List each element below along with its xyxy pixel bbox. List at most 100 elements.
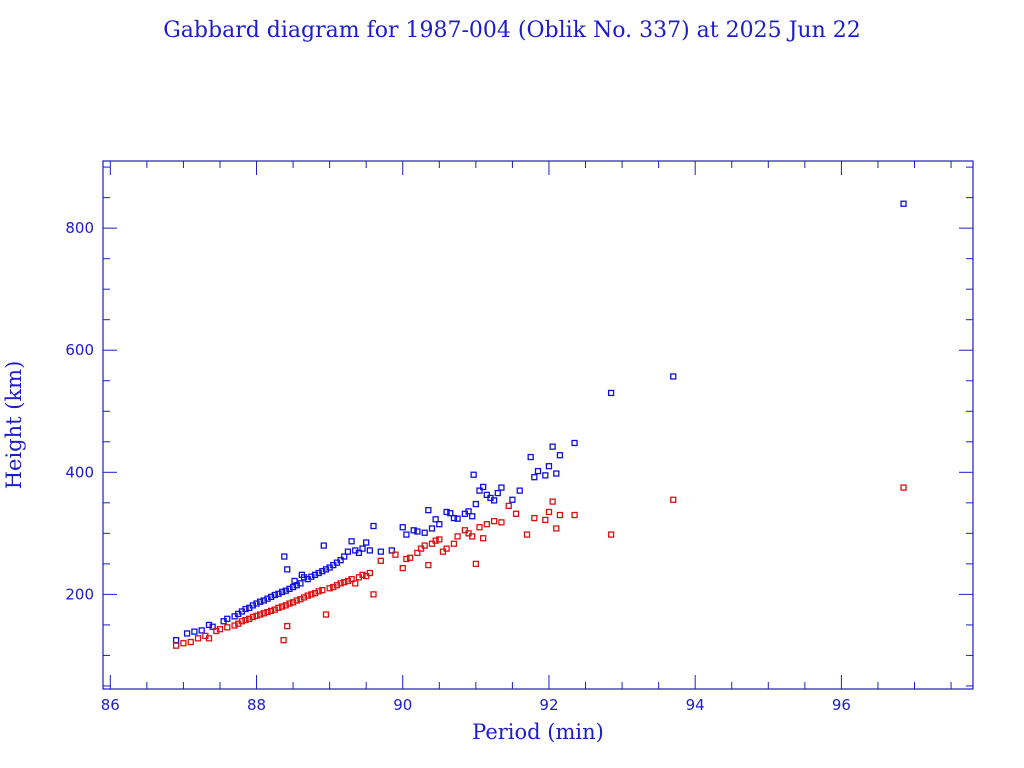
perigee-point: [289, 599, 297, 606]
apogee-point: [553, 470, 560, 477]
perigee-point: [213, 627, 220, 635]
perigee-point: [670, 496, 677, 503]
perigee-point: [319, 586, 326, 594]
axis-ticks: [103, 161, 973, 689]
apogee-point: [284, 566, 291, 573]
series-perigee: [172, 484, 907, 649]
apogee-point: [319, 568, 326, 575]
apogee-point: [359, 545, 366, 552]
apogee-point: [410, 527, 417, 534]
perigee-point: [172, 642, 180, 649]
perigee-point: [264, 608, 271, 616]
perigee-point: [472, 560, 480, 568]
apogee-point: [281, 553, 288, 560]
apogee-point: [344, 548, 352, 555]
apogee-point: [490, 497, 498, 504]
apogee-point: [476, 487, 483, 494]
perigee-point: [366, 569, 374, 577]
perigee-point: [326, 585, 333, 592]
apogee-point: [308, 573, 315, 580]
apogee-point: [191, 628, 198, 635]
perigee-point: [304, 592, 311, 599]
apogee-point: [425, 506, 432, 514]
apogee-point: [311, 571, 319, 578]
apogee-point: [249, 602, 257, 609]
axis-tick-labels: 86 88 90 92 94 96 200 400 600 800: [65, 219, 851, 714]
apogee-point: [377, 548, 384, 555]
perigee-point: [352, 580, 359, 587]
x-axis-label: Period (min): [472, 720, 604, 744]
perigee-point: [490, 517, 498, 525]
perigee-point: [253, 612, 260, 619]
apogee-point: [315, 569, 322, 577]
perigee-point: [337, 580, 344, 587]
scatter-points: [172, 200, 907, 649]
apogee-point: [297, 580, 304, 587]
perigee-point: [267, 607, 275, 615]
apogee-point: [542, 472, 549, 479]
x-tick-label: 92: [539, 696, 558, 714]
perigee-point: [454, 533, 461, 540]
apogee-point: [242, 605, 249, 613]
apogee-point: [470, 471, 477, 478]
apogee-point: [443, 508, 450, 516]
perigee-point: [330, 583, 337, 591]
apogee-point: [465, 508, 472, 515]
apogee-point: [534, 467, 542, 475]
apogee-point: [253, 600, 260, 607]
perigee-point: [549, 498, 556, 505]
perigee-point: [246, 615, 253, 622]
apogee-point: [472, 500, 480, 508]
apogee-point: [205, 621, 213, 629]
apogee-point: [670, 373, 677, 380]
perigee-point: [333, 582, 341, 589]
apogee-point: [399, 524, 406, 531]
perigee-point: [392, 551, 399, 558]
perigee-point: [556, 511, 564, 519]
perigee-point: [406, 554, 414, 561]
perigee-point: [242, 616, 249, 624]
apogee-point: [320, 542, 327, 549]
perigee-point: [436, 536, 443, 543]
perigee-point: [224, 624, 231, 631]
apogee-point: [436, 521, 443, 528]
apogee-point: [286, 585, 293, 593]
apogee-point: [282, 587, 289, 594]
perigee-point: [480, 535, 487, 542]
perigee-point: [483, 521, 490, 528]
apogee-point: [447, 510, 454, 517]
apogee-point: [428, 525, 436, 532]
perigee-point: [271, 606, 278, 613]
apogee-point: [571, 439, 578, 447]
apogee-point: [432, 516, 439, 523]
perigee-point: [216, 626, 224, 633]
perigee-point: [512, 510, 520, 517]
perigee-point: [308, 591, 315, 598]
perigee-point: [180, 640, 187, 647]
apogee-point: [363, 539, 370, 546]
x-tick-label: 94: [686, 696, 705, 714]
apogee-point: [275, 590, 282, 597]
perigee-point: [498, 519, 505, 526]
plot-frame: [102, 160, 974, 690]
apogee-point: [198, 627, 205, 634]
perigee-point: [432, 537, 439, 544]
perigee-point: [322, 611, 330, 618]
apogee-point: [260, 597, 267, 604]
apogee-point: [509, 496, 516, 503]
apogee-point: [257, 598, 264, 605]
perigee-point: [469, 533, 476, 540]
perigee-point: [476, 524, 483, 531]
perigee-point: [280, 637, 287, 644]
apogee-point: [209, 623, 216, 630]
perigee-point: [293, 597, 300, 604]
apogee-point: [366, 547, 374, 554]
apogee-point: [300, 574, 308, 581]
y-tick-label: 800: [65, 219, 94, 237]
perigee-point: [205, 635, 213, 642]
perigee-point: [297, 596, 304, 603]
perigee-point: [275, 604, 282, 611]
perigee-point: [315, 588, 322, 595]
apogee-point: [549, 443, 556, 450]
perigee-point: [377, 557, 384, 564]
